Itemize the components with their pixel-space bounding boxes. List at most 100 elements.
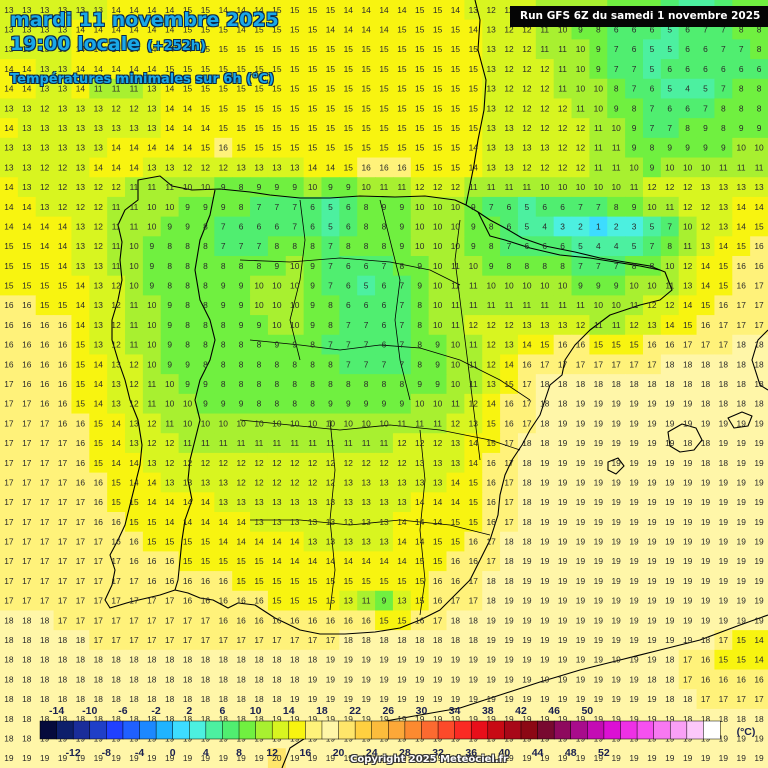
temperature-value: 17 bbox=[308, 635, 318, 645]
temperature-cell bbox=[500, 334, 519, 356]
temperature-value: 9 bbox=[185, 359, 190, 369]
temperature-value: 9 bbox=[578, 281, 583, 291]
temperature-cell bbox=[517, 315, 537, 336]
temperature-value: 19 bbox=[361, 674, 371, 684]
temperature-cell bbox=[178, 78, 198, 100]
temperature-value: 15 bbox=[469, 123, 479, 133]
temperature-value: 13 bbox=[147, 162, 157, 172]
temperature-value: 12 bbox=[665, 300, 675, 310]
temperature-value: 15 bbox=[540, 340, 550, 350]
temperature-cell bbox=[428, 98, 448, 119]
temperature-cell bbox=[696, 157, 716, 178]
legend-label: 10 bbox=[250, 705, 262, 717]
temperature-cell bbox=[446, 334, 465, 356]
temperature-cell bbox=[250, 59, 269, 80]
temperature-cell bbox=[303, 59, 323, 80]
temperature-cell bbox=[214, 177, 233, 198]
temperature-value: 14 bbox=[361, 25, 371, 35]
temperature-value: 19 bbox=[469, 655, 479, 665]
temperature-cell bbox=[125, 256, 144, 277]
temperature-value: 7 bbox=[400, 320, 405, 330]
temperature-value: 12 bbox=[683, 261, 693, 271]
temperature-value: 7 bbox=[364, 359, 369, 369]
temperature-cell bbox=[142, 354, 162, 375]
temperature-value: 18 bbox=[201, 655, 211, 665]
temperature-cell bbox=[125, 354, 144, 375]
temperature-value: 14 bbox=[379, 556, 389, 566]
temperature-value: 16 bbox=[94, 477, 104, 487]
temperature-cell bbox=[142, 216, 162, 237]
temperature-value: 19 bbox=[647, 399, 657, 409]
temperature-value: 10 bbox=[183, 418, 193, 428]
temperature-cell bbox=[0, 315, 19, 336]
temperature-cell bbox=[107, 177, 126, 198]
temperature-value: 4 bbox=[685, 84, 690, 94]
temperature-cell bbox=[732, 59, 751, 80]
temperature-cell bbox=[500, 196, 519, 218]
temperature-value: 17 bbox=[94, 635, 104, 645]
temperature-cell bbox=[571, 39, 590, 60]
temperature-value: 13 bbox=[76, 103, 86, 113]
temperature-cell bbox=[392, 19, 412, 40]
temperature-value: 18 bbox=[522, 477, 532, 487]
legend-swatch bbox=[421, 720, 439, 740]
legend-swatch bbox=[39, 720, 58, 740]
legend-swatch bbox=[620, 720, 638, 740]
temperature-value: 8 bbox=[221, 379, 226, 389]
temperature-value: 19 bbox=[326, 674, 336, 684]
temperature-value: 14 bbox=[737, 221, 747, 231]
temperature-value: 12 bbox=[147, 438, 157, 448]
temperature-value: 12 bbox=[504, 44, 514, 54]
temperature-cell bbox=[250, 137, 269, 159]
temperature-cell bbox=[267, 137, 287, 159]
temperature-cell bbox=[214, 295, 233, 316]
temperature-value: 17 bbox=[129, 615, 139, 625]
temperature-value: 17 bbox=[754, 281, 764, 291]
temperature-value: 8 bbox=[257, 399, 262, 409]
temperature-cell bbox=[339, 19, 358, 40]
temperature-value: 8 bbox=[489, 221, 494, 231]
temperature-value: 7 bbox=[346, 359, 351, 369]
temperature-value: 12 bbox=[701, 202, 711, 212]
temperature-value: 15 bbox=[308, 84, 318, 94]
temperature-cell bbox=[89, 177, 108, 198]
temperature-cell bbox=[303, 256, 323, 277]
temperature-cell bbox=[285, 236, 305, 257]
temperature-cell bbox=[589, 157, 608, 178]
temperature-value: 19 bbox=[754, 556, 764, 566]
temperature-cell bbox=[53, 118, 73, 139]
temperature-cell bbox=[285, 295, 305, 316]
temperature-value: 8 bbox=[721, 123, 726, 133]
temperature-value: 18 bbox=[540, 418, 550, 428]
temperature-value: 7 bbox=[614, 64, 619, 74]
temperature-cell bbox=[142, 78, 162, 100]
temperature-value: 14 bbox=[754, 635, 764, 645]
temperature-value: 9 bbox=[257, 182, 262, 192]
temperature-value: 15 bbox=[433, 537, 443, 547]
temperature-cell bbox=[53, 157, 73, 178]
temperature-value: 15 bbox=[379, 64, 389, 74]
temperature-value: 16 bbox=[701, 674, 711, 684]
temperature-value: 19 bbox=[522, 655, 532, 665]
temperature-value: 19 bbox=[719, 497, 729, 507]
temperature-value: 15 bbox=[236, 576, 246, 586]
temperature-value: 14 bbox=[201, 497, 211, 507]
temperature-cell bbox=[232, 315, 251, 336]
temperature-value: 16 bbox=[129, 556, 139, 566]
temperature-cell bbox=[71, 59, 90, 80]
temperature-cell bbox=[696, 78, 716, 100]
temperature-cell bbox=[89, 59, 108, 80]
temperature-value: 14 bbox=[111, 143, 121, 153]
temperature-value: 8 bbox=[310, 379, 315, 389]
temperature-value: 8 bbox=[364, 202, 369, 212]
temperature-value: 12 bbox=[540, 64, 550, 74]
temperature-cell bbox=[0, 39, 19, 60]
temperature-cell bbox=[71, 98, 90, 119]
temperature-value: 14 bbox=[469, 458, 479, 468]
temperature-cell bbox=[607, 334, 626, 356]
temperature-value: 15 bbox=[397, 123, 407, 133]
temperature-cell bbox=[464, 98, 483, 119]
temperature-value: 13 bbox=[290, 517, 300, 527]
legend-swatch bbox=[238, 720, 257, 740]
temperature-value: 18 bbox=[308, 655, 318, 665]
